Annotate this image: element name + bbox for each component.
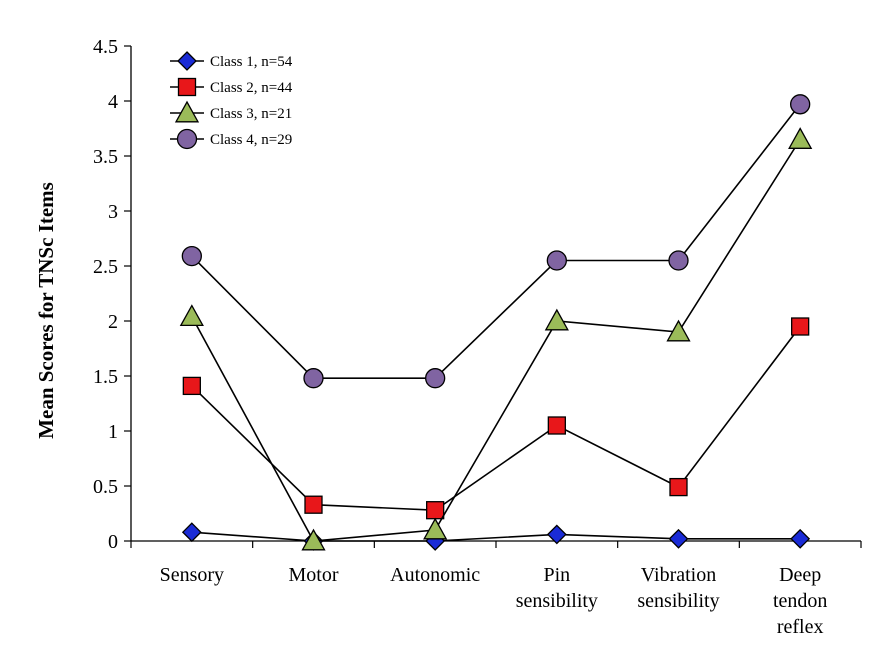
data-point — [426, 501, 445, 520]
data-point — [182, 376, 201, 396]
x-tick-label: Autonomic — [390, 564, 480, 586]
x-tick-label: Motor — [289, 564, 339, 586]
legend-label: Class 1, n=54 — [210, 54, 293, 70]
legend-marker — [177, 77, 197, 97]
y-tick-label: 3 — [108, 201, 118, 223]
y-tick-label: 1.5 — [93, 366, 118, 388]
data-point — [668, 528, 689, 549]
data-point — [423, 517, 448, 540]
x-tick-label: Deep tendon reflex — [773, 564, 827, 638]
data-point — [179, 304, 204, 327]
data-point — [546, 250, 567, 271]
legend-marker — [176, 128, 198, 150]
data-point — [791, 317, 810, 336]
data-point — [669, 477, 688, 497]
series-line — [191, 103, 801, 380]
data-point — [425, 368, 446, 389]
y-tick-label: 1 — [108, 421, 118, 443]
series-2 — [182, 317, 810, 520]
x-tick-label: Pin sensibility — [516, 564, 598, 612]
axes: 0 0.5 1 1.5 2 2.5 3 3.5 4 4.5 Sensory Motor Autonomi… — [93, 36, 862, 638]
legend-entry: Class 4, n=29 — [170, 128, 292, 150]
data-point — [547, 416, 566, 435]
series-line — [191, 326, 801, 512]
y-axis-label: Mean Scores for TNSc Items — [34, 182, 58, 439]
data-point — [181, 522, 202, 543]
data-point — [304, 495, 323, 514]
legend-entry: Class 3, n=21 — [170, 100, 292, 123]
series-3 — [179, 127, 813, 551]
y-tick-label: 4.5 — [93, 36, 118, 58]
data-point — [544, 308, 569, 331]
legend-marker — [177, 51, 197, 71]
y-tick-label: 4 — [108, 91, 118, 113]
data-point — [303, 368, 324, 389]
data-point — [790, 528, 811, 549]
y-tick-label: 0.5 — [93, 476, 118, 498]
legend-label: Class 4, n=29 — [210, 132, 292, 148]
data-point — [181, 245, 202, 267]
series-line — [191, 531, 801, 542]
series-lines — [179, 94, 813, 551]
y-tick-label: 3.5 — [93, 146, 118, 168]
series-4 — [181, 94, 811, 389]
legend-label: Class 3, n=21 — [210, 106, 292, 122]
x-tick-label: Vibration sensibility — [637, 564, 719, 612]
legend-entry: Class 1, n=54 — [170, 51, 293, 71]
legend-entry: Class 2, n=44 — [170, 77, 293, 97]
y-tick-label: 2 — [108, 311, 118, 333]
data-point — [668, 250, 689, 271]
data-point — [788, 127, 813, 149]
y-tick-label: 2.5 — [93, 256, 118, 278]
legend-label: Class 2, n=44 — [210, 80, 293, 96]
x-tick-label: Sensory — [160, 564, 224, 586]
data-point — [546, 524, 567, 545]
data-point — [301, 528, 326, 551]
data-point — [666, 319, 691, 342]
y-tick-label: 0 — [108, 531, 118, 553]
legend: Class 1, n=54 Class 2, n=44 Class 3, n=21 C… — [170, 51, 293, 150]
series-line — [191, 139, 801, 542]
data-point — [790, 94, 811, 115]
legend-marker — [174, 100, 200, 123]
